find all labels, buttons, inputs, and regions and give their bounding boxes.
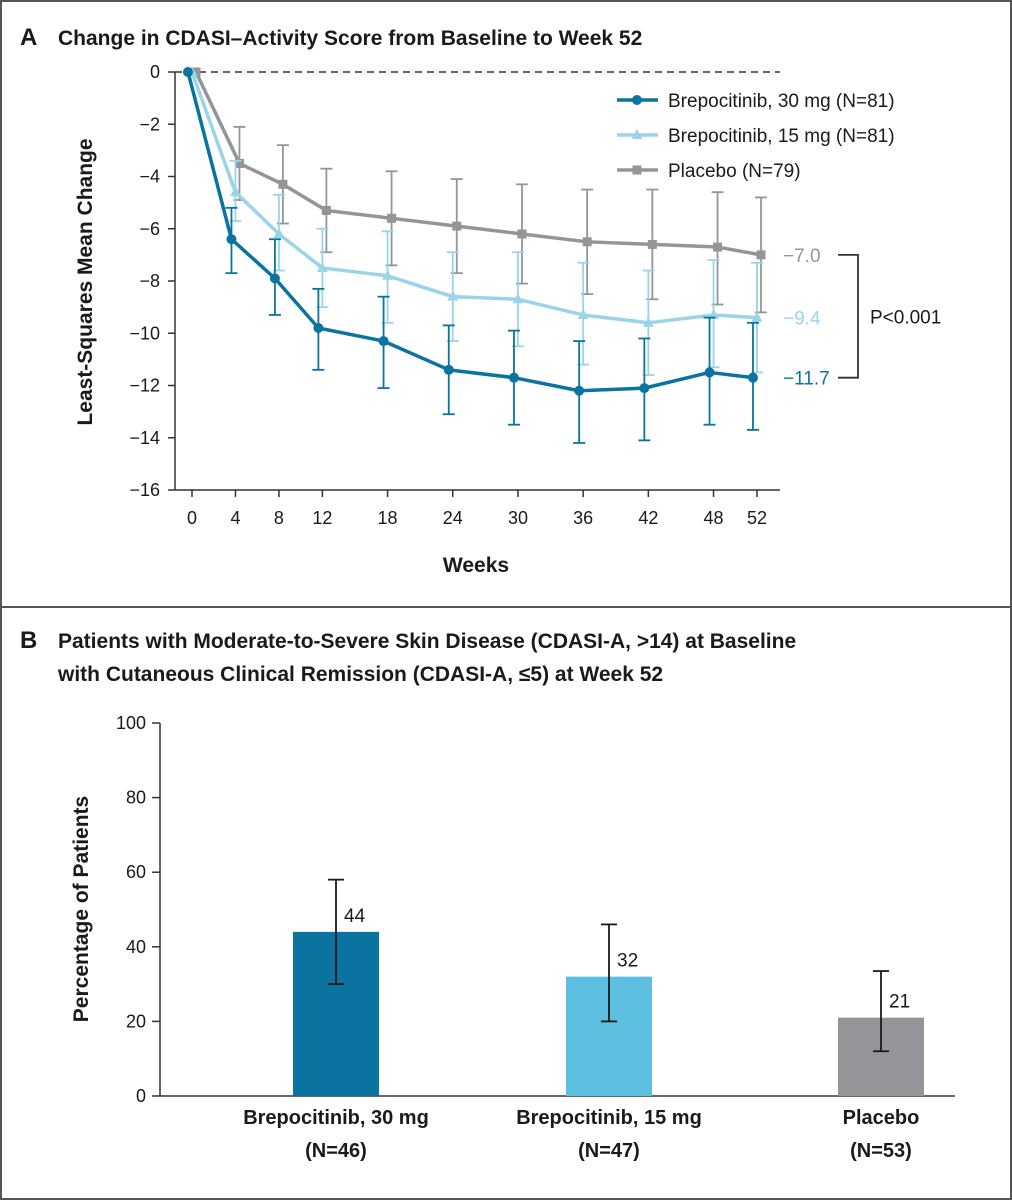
legend-label: Brepocitinib, 15 mg (N=81)	[668, 126, 895, 147]
panel-a-y-tick-label: −10	[129, 323, 160, 343]
data-point	[443, 364, 454, 375]
data-point	[229, 186, 241, 197]
panel-a-y-tick-label: −2	[139, 114, 160, 134]
data-point	[639, 383, 650, 394]
panel-b-y-tick-label: 60	[126, 862, 146, 882]
panel-a-y-tick-label: −8	[139, 271, 160, 291]
legend-label: Brepocitinib, 30 mg (N=81)	[668, 91, 895, 112]
series-line	[186, 71, 754, 393]
data-point	[387, 213, 397, 223]
data-point	[452, 221, 462, 231]
data-point	[756, 250, 766, 260]
category-label-line1: Brepocitinib, 30 mg	[243, 1107, 429, 1129]
panel-a-x-tick-label: 30	[508, 508, 528, 528]
category-label-line2: (N=47)	[578, 1140, 640, 1162]
legend-marker	[631, 129, 643, 139]
data-point	[577, 308, 589, 319]
data-point	[278, 179, 288, 189]
panel-b-bars: 44 Brepocitinib, 30 mg (N=46) 32 Brepocitini…	[243, 878, 924, 1162]
panel-a-x-tick-label: 4	[230, 508, 240, 528]
series-circle: −11.7	[183, 67, 830, 444]
panel-a-x-tick-label: 52	[747, 508, 767, 528]
data-point	[226, 234, 237, 245]
data-point	[269, 273, 280, 284]
data-point	[382, 269, 394, 280]
panel-a-y-tick-label: −6	[139, 219, 160, 239]
panel-a-x-tick-label: 24	[443, 508, 463, 528]
panel-a-legend: Brepocitinib, 30 mg (N=81) Brepocitinib, …	[617, 91, 895, 182]
data-point	[647, 239, 657, 249]
series-end-label: −7.0	[783, 246, 821, 267]
panel-a-x-tick-label: 8	[274, 508, 284, 528]
series-triangle: −9.4	[186, 66, 821, 376]
data-point	[183, 67, 193, 77]
series-end-label: −9.4	[783, 309, 821, 330]
panel-a-letter: A	[20, 24, 37, 51]
series-end-label: −11.7	[783, 369, 830, 390]
data-point	[582, 237, 592, 247]
data-point	[313, 323, 324, 334]
data-point	[517, 229, 527, 239]
panel-a-series: −7.0 −9.4 −11.7	[183, 66, 830, 444]
panel-b-y-tick-label: 0	[136, 1086, 146, 1106]
panel-b-frame	[0, 606, 1012, 1200]
panel-a-x-axis-title: Weeks	[443, 554, 509, 577]
panel-b-axes: 0 20 40 60 80 100	[116, 713, 955, 1106]
data-point	[512, 293, 524, 304]
p-value-bracket	[838, 253, 859, 379]
data-point	[713, 242, 723, 252]
panel-a-title: Change in CDASI–Activity Score from Base…	[58, 27, 642, 50]
data-point	[708, 308, 720, 319]
data-point	[321, 205, 331, 215]
category-label-line1: Placebo	[843, 1107, 920, 1129]
panel-b-title-line2: with Cutaneous Clinical Remission (CDASI…	[57, 663, 663, 686]
series-square: −7.0	[191, 67, 821, 314]
bar-value-label: 32	[617, 951, 638, 972]
panel-a-y-axis-title: Least-Squares Mean Change	[74, 138, 97, 425]
panel-b-letter: B	[20, 627, 37, 654]
category-label-line1: Brepocitinib, 15 mg	[516, 1107, 702, 1129]
panel-a-x-tick-label: 18	[378, 508, 398, 528]
p-value-label: P<0.001	[870, 307, 941, 328]
panel-b-title-line1: Patients with Moderate-to-Severe Skin Di…	[58, 630, 796, 653]
panel-a-axes: 0−2−4−6−8−10−12−14−160 4 8 12 18 24 30 36 42 48 52	[129, 62, 780, 528]
legend-marker	[632, 95, 642, 105]
panel-a-x-tick-label: 48	[704, 508, 724, 528]
panel-a-x-tick-label: 12	[312, 508, 332, 528]
legend-label: Placebo (N=79)	[668, 161, 801, 182]
data-point	[574, 385, 585, 396]
panel-a-x-tick-label: 0	[187, 508, 197, 528]
panel-a-x-tick-label: 36	[573, 508, 593, 528]
data-point	[234, 158, 244, 168]
data-point	[191, 67, 201, 77]
panel-b-y-tick-label: 80	[126, 788, 146, 808]
data-point	[316, 261, 328, 272]
panel-a-y-tick-label: −4	[139, 167, 160, 187]
data-point	[751, 311, 763, 322]
data-point	[508, 372, 519, 383]
bar-value-label: 44	[344, 906, 366, 927]
data-point	[378, 336, 389, 347]
panel-b-y-axis-title: Percentage of Patients	[70, 796, 93, 1022]
data-point	[704, 367, 715, 378]
panel-a-y-tick-label: −16	[129, 480, 160, 500]
panel-a-y-tick-label: −12	[129, 376, 160, 396]
panel-a-y-tick-label: 0	[150, 62, 160, 82]
data-point	[748, 372, 758, 383]
category-label-line2: (N=53)	[850, 1140, 912, 1162]
category-label-line2: (N=46)	[305, 1140, 367, 1162]
panel-b-y-tick-label: 40	[126, 937, 146, 957]
panel-a-annotations: P<0.001	[838, 253, 941, 379]
bar-value-label: 21	[889, 992, 910, 1013]
legend-marker	[632, 165, 642, 175]
data-point	[273, 227, 285, 238]
panel-a-x-tick-label: 42	[638, 508, 658, 528]
panel-b-y-tick-label: 100	[116, 713, 146, 733]
data-point	[447, 290, 459, 301]
panel-b-y-tick-label: 20	[126, 1011, 146, 1031]
panel-a-y-tick-label: −14	[129, 428, 160, 448]
data-point	[642, 316, 654, 327]
